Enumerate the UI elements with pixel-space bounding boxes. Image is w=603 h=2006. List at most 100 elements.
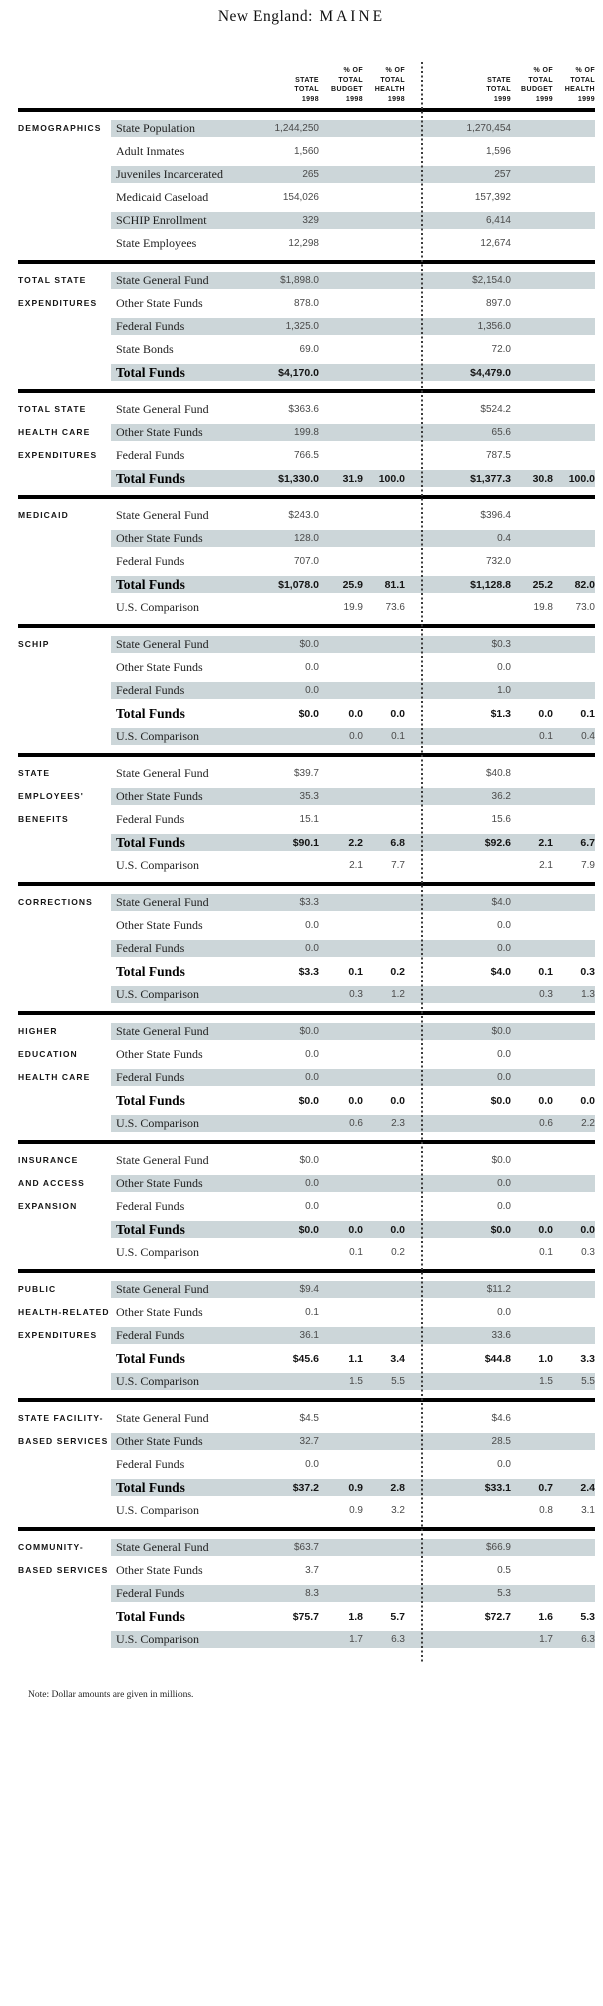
section-label: INSURANCE AND ACCESS EXPANSION <box>18 1149 111 1264</box>
column-header-h98: % OF TOTAL HEALTH 1998 <box>363 66 405 104</box>
cell-v99: $4.0 <box>490 965 511 978</box>
row-label: State General Fund <box>116 1153 209 1167</box>
cell-v98: 0.0 <box>305 1049 319 1060</box>
cell-v99: 1.0 <box>497 685 511 696</box>
column-header-line: HEALTH <box>374 86 405 93</box>
cell-v98: 0.0 <box>305 1459 319 1470</box>
column-header-line: TOTAL <box>294 86 319 93</box>
section-label-line: EMPLOYEES' <box>18 791 84 801</box>
section-divider-rule <box>18 624 595 628</box>
cell-h98: 1.2 <box>391 989 405 1000</box>
cell-b98: 0.0 <box>349 731 363 742</box>
column-header-line: % OF <box>343 67 363 74</box>
cell-h98: 2.8 <box>390 1481 405 1494</box>
cell-b99: 0.0 <box>538 707 553 720</box>
column-header-line: 1998 <box>387 95 405 103</box>
row-label: Federal Funds <box>116 1457 185 1471</box>
row-label: State General Fund <box>116 1540 209 1554</box>
table-row: Total Funds $0.0 0.0 0.0 $0.0 0.0 0.0 <box>111 1089 595 1112</box>
cell-v98: $3.3 <box>298 965 319 978</box>
cell-v99: $0.3 <box>491 639 511 650</box>
cell-v99: $1,377.3 <box>470 472 511 485</box>
cell-v99: 0.5 <box>497 1565 511 1576</box>
cell-v99: 0.0 <box>497 1459 511 1470</box>
row-label: Federal Funds <box>116 1070 185 1084</box>
cell-b99: 0.1 <box>538 965 553 978</box>
section-label-line: EXPENDITURES <box>18 1330 98 1340</box>
cell-v98: $0.0 <box>298 1094 319 1107</box>
cell-h98: 73.6 <box>385 602 405 613</box>
cell-v98: 766.5 <box>293 450 319 461</box>
cell-v99: 0.0 <box>497 1178 511 1189</box>
cell-b99: 25.2 <box>532 578 553 591</box>
table-row: Total Funds $45.6 1.1 3.4 $44.8 1.0 3.3 <box>111 1347 595 1370</box>
row-label: Total Funds <box>116 1479 185 1495</box>
table-row: Total Funds $3.3 0.1 0.2 $4.0 0.1 0.3 <box>111 960 595 983</box>
section-rows: State General Fund $0.0 $0.0 Other State Fu… <box>111 1149 595 1264</box>
section-higher-education-health-care: HIGHER EDUCATION HEALTH CARE State General … <box>18 1015 595 1140</box>
column-header-v99: STATE TOTAL 1999 <box>431 76 511 105</box>
cell-v99: $72.7 <box>484 1610 511 1623</box>
row-label: Total Funds <box>116 576 185 592</box>
cell-v98: $4,170.0 <box>278 366 319 379</box>
cell-v99: $44.8 <box>484 1352 511 1365</box>
section-divider-rule <box>18 753 595 757</box>
section-label-line: COMMUNITY- <box>18 1542 84 1552</box>
row-label: Other State Funds <box>116 1434 203 1448</box>
column-header-line: % OF <box>533 67 553 74</box>
cell-b98: 2.2 <box>348 836 363 849</box>
cell-v98: $0.0 <box>298 1223 319 1236</box>
cell-v99: 1,270,454 <box>466 123 512 134</box>
row-label: State General Fund <box>116 273 209 287</box>
section-label-line: STATE <box>18 768 51 778</box>
cell-v99: 732.0 <box>485 556 511 567</box>
column-header-line: TOTAL <box>380 76 405 84</box>
section-label-line: HEALTH CARE <box>18 427 91 437</box>
row-label: Federal Funds <box>116 1199 185 1213</box>
row-label: State General Fund <box>116 1024 209 1038</box>
column-header-b99: % OF TOTAL BUDGET 1999 <box>511 66 553 104</box>
section-label: SCHIP <box>18 633 111 748</box>
cell-v98: $0.0 <box>299 1155 319 1166</box>
row-label: Other State Funds <box>116 531 203 545</box>
cell-b99: 0.8 <box>539 1505 553 1516</box>
cell-v99: $396.4 <box>480 510 511 521</box>
table-row: Federal Funds 0.0 1.0 <box>111 679 595 702</box>
row-label: Total Funds <box>116 470 185 486</box>
row-label: Federal Funds <box>116 1586 185 1600</box>
cell-b98: 0.0 <box>348 1223 363 1236</box>
row-label: U.S. Comparison <box>116 1116 200 1130</box>
section-medicaid: MEDICAID State General Fund $243.0 $396.4 Ot… <box>18 499 595 624</box>
row-label: Total Funds <box>116 1092 185 1108</box>
section-insurance-and-access-expansion: INSURANCE AND ACCESS EXPANSION State Genera… <box>18 1144 595 1269</box>
table-row: Federal Funds 0.0 0.0 <box>111 1066 595 1089</box>
section-rows: State General Fund $9.4 $11.2 Other State F… <box>111 1278 595 1393</box>
cell-v99: 33.6 <box>491 1330 511 1341</box>
section-label: CORRECTIONS <box>18 891 111 1006</box>
table-row: State Population 1,244,250 1,270,454 <box>111 117 595 140</box>
sections: DEMOGRAPHICS State Population 1,244,250 1,2… <box>18 112 595 1656</box>
row-label: Other State Funds <box>116 296 203 310</box>
cell-b98: 31.9 <box>342 472 363 485</box>
section-community-based-services: COMMUNITY- BASED SERVICES State General Fu… <box>18 1531 595 1656</box>
column-header-line: % OF <box>575 67 595 74</box>
table-row: Juveniles Incarcerated 265 257 <box>111 163 595 186</box>
cell-h98: 2.3 <box>391 1118 405 1129</box>
cell-h98: 0.0 <box>390 707 405 720</box>
cell-b99: 0.1 <box>539 731 553 742</box>
table-row: SCHIP Enrollment 329 6,414 <box>111 209 595 232</box>
table-row: State General Fund $0.0 $0.3 <box>111 633 595 656</box>
cell-h98: 0.0 <box>390 1094 405 1107</box>
column-header-line: TOTAL <box>338 76 363 84</box>
row-label: Total Funds <box>116 963 185 979</box>
cell-h99: 0.4 <box>581 731 595 742</box>
cell-b98: 0.6 <box>349 1118 363 1129</box>
cell-v99: 157,392 <box>474 192 511 203</box>
table-row: Federal Funds 0.0 0.0 <box>111 1453 595 1476</box>
cell-v99: $2,154.0 <box>472 275 511 286</box>
table-row: State General Fund $9.4 $11.2 <box>111 1278 595 1301</box>
section-label: STATE EMPLOYEES' BENEFITS <box>18 762 111 877</box>
section-label-line: TOTAL STATE <box>18 404 87 414</box>
section-schip: SCHIP State General Fund $0.0 $0.3 Other Sta… <box>18 628 595 753</box>
cell-b99: 2.1 <box>538 836 553 849</box>
